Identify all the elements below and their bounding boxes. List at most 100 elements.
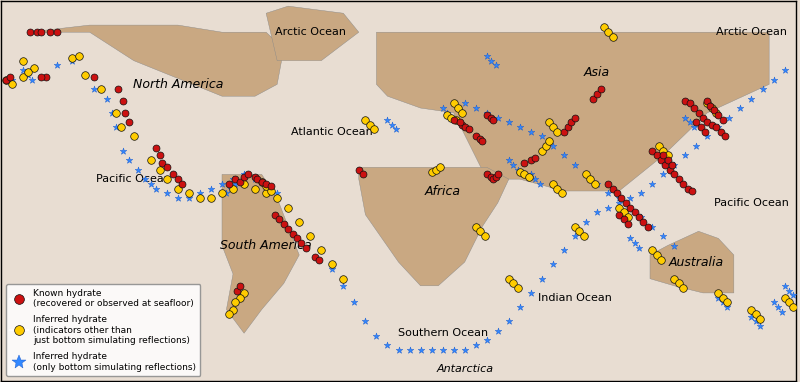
Point (118, 110, 131, 116)
Point (480, 53, 493, 59)
Text: Pacific Ocean: Pacific Ocean (714, 198, 789, 208)
Text: Pacific Ocean: Pacific Ocean (96, 174, 171, 184)
Point (234, 295, 246, 301)
Point (598, 24, 610, 31)
Point (518, 160, 530, 166)
Point (110, 110, 122, 116)
Point (502, 276, 515, 282)
Point (633, 214, 646, 220)
Point (706, 121, 718, 128)
Point (546, 181, 559, 187)
Text: Asia: Asia (584, 66, 610, 79)
Point (650, 252, 663, 258)
Point (569, 223, 582, 230)
Point (734, 105, 747, 111)
Point (613, 195, 626, 201)
Point (710, 124, 722, 130)
Point (222, 181, 235, 187)
Point (293, 219, 306, 225)
Point (454, 119, 466, 125)
Point (610, 190, 623, 196)
Point (525, 129, 538, 135)
Point (534, 181, 546, 187)
Point (697, 115, 710, 121)
Point (249, 174, 262, 180)
Point (269, 212, 282, 218)
Point (313, 257, 326, 263)
Point (229, 299, 242, 306)
Point (690, 119, 702, 125)
Point (282, 204, 294, 210)
Point (315, 247, 328, 253)
Point (514, 304, 526, 310)
Point (712, 290, 725, 296)
Point (718, 133, 731, 139)
Point (229, 181, 242, 187)
Point (606, 186, 619, 192)
Point (450, 117, 462, 123)
Point (525, 157, 538, 163)
Point (615, 195, 628, 201)
Point (476, 138, 489, 144)
Point (88, 74, 101, 80)
Point (6, 76, 19, 83)
Point (4, 74, 17, 80)
Point (634, 190, 647, 196)
Point (778, 283, 791, 289)
Point (654, 157, 667, 163)
Point (782, 288, 795, 294)
Point (116, 98, 129, 104)
Point (264, 183, 277, 189)
Point (546, 261, 559, 267)
Point (564, 119, 577, 125)
Point (750, 318, 762, 324)
Point (787, 304, 800, 310)
Point (723, 115, 736, 121)
Point (167, 172, 180, 178)
Text: South America: South America (220, 239, 312, 252)
Point (249, 186, 262, 192)
Point (116, 148, 129, 154)
Point (754, 323, 766, 329)
Point (220, 190, 233, 196)
Point (514, 169, 526, 175)
Point (392, 347, 405, 353)
Point (662, 157, 674, 163)
Point (72, 53, 85, 59)
Point (436, 347, 449, 353)
Point (745, 96, 758, 102)
Point (580, 172, 593, 178)
Point (138, 176, 151, 182)
Point (39, 74, 52, 80)
Text: Atlantic Ocean: Atlantic Ocean (291, 127, 373, 137)
Point (6, 81, 19, 87)
Point (462, 126, 475, 133)
Point (721, 299, 734, 306)
Point (778, 295, 791, 301)
Point (171, 186, 184, 192)
Point (222, 311, 235, 317)
Point (290, 235, 303, 241)
Point (624, 195, 637, 201)
Point (234, 283, 246, 289)
Point (326, 266, 338, 272)
Point (50, 62, 63, 68)
Point (666, 162, 678, 168)
Point (231, 288, 244, 294)
Point (480, 112, 493, 118)
Point (171, 176, 184, 182)
Point (546, 143, 559, 149)
Point (315, 247, 328, 253)
Point (712, 112, 725, 118)
Point (540, 143, 553, 149)
Point (17, 58, 30, 64)
Point (106, 110, 118, 116)
Point (782, 299, 795, 306)
Point (555, 190, 568, 196)
Point (606, 34, 619, 40)
Point (161, 190, 174, 196)
Point (558, 152, 570, 159)
Point (745, 314, 758, 320)
Point (441, 112, 454, 118)
Point (578, 233, 590, 239)
